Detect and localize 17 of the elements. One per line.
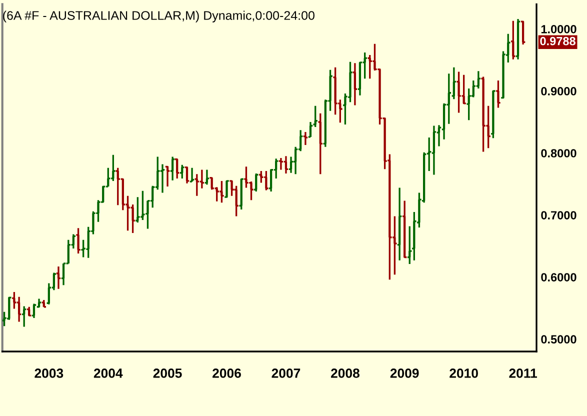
y-tick-label: 1.0000 <box>541 25 576 34</box>
x-tick-label: 2008 <box>330 368 360 378</box>
x-tick-label: 2009 <box>390 368 419 378</box>
y-tick-label: 0.8000 <box>541 149 576 158</box>
x-tick-label: 2011 <box>509 368 537 378</box>
x-tick-label: 2005 <box>153 368 182 378</box>
x-tick-label: 2010 <box>450 368 478 378</box>
y-tick-label: 0.7000 <box>541 211 576 220</box>
x-tick-label: 2004 <box>94 368 123 378</box>
x-tick-label: 2007 <box>272 368 300 378</box>
y-tick-label: 0.6000 <box>541 273 576 282</box>
text: 0.9788 <box>540 36 576 46</box>
x-tick-label: 2003 <box>34 368 64 378</box>
y-tick-label: 0.9000 <box>541 87 576 96</box>
y-tick-label: 0.5000 <box>541 335 576 344</box>
chart-title: (6A #F - AUSTRALIAN DOLLAR,M) Dynamic,0:00-24:00 <box>3 10 314 22</box>
x-tick-label: 2006 <box>212 368 241 378</box>
